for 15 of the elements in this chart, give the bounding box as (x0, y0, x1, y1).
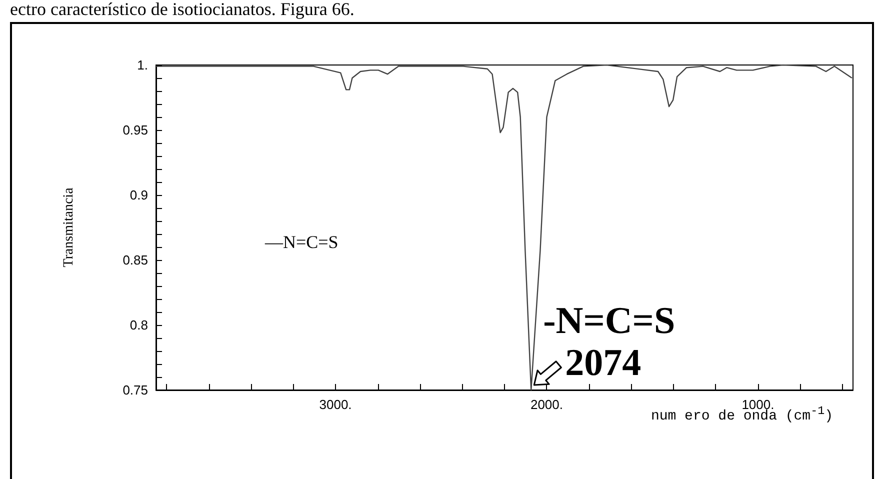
line-series (155, 64, 853, 391)
text: ectro característico de isotiocianatos. Figura 66. (10, 0, 354, 19)
y-tick-label: 0.95 (122, 122, 148, 138)
y-axis-title: Transmitancia (62, 186, 76, 268)
annotation: 2074 (565, 342, 642, 384)
y-tick-label: 1. (137, 58, 148, 72)
x-tick-label: 1000. (742, 397, 774, 412)
x-tick-label: 3000. (319, 397, 352, 412)
y-tick-label: 0.8 (130, 318, 148, 332)
annotation: —N=C=S (264, 232, 338, 252)
y-tick-label: 0.75 (122, 382, 148, 398)
y-tick-label: 0.85 (122, 252, 148, 268)
annotation: -N=C=S (543, 300, 676, 342)
y-tick-label: 0.9 (130, 188, 148, 202)
x-tick-label: 2000. (530, 397, 564, 412)
